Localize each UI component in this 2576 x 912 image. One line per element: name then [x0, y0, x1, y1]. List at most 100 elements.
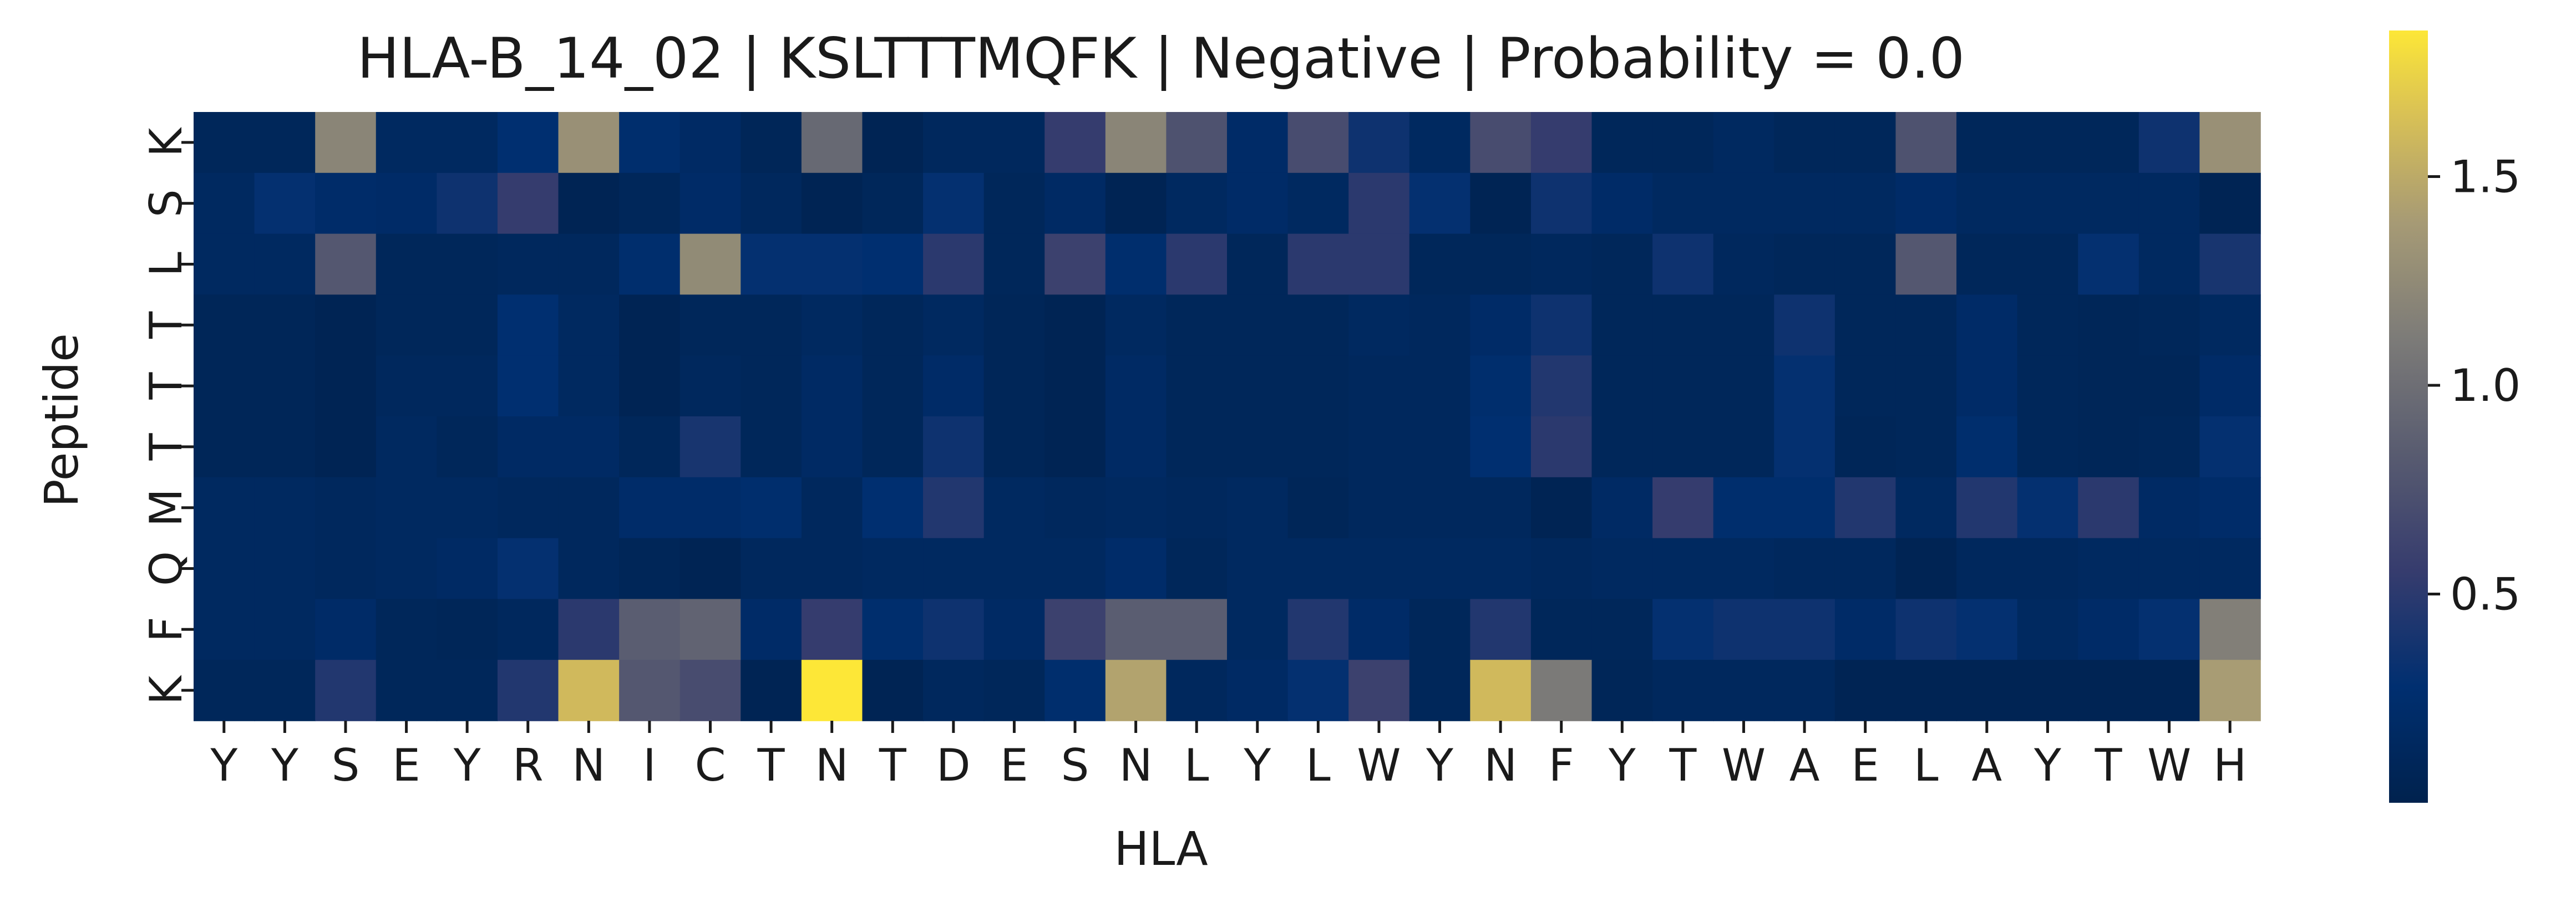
heatmap-cell [741, 294, 802, 356]
y-axis: KSLTTTMQFK [140, 126, 194, 705]
heatmap-cell [923, 173, 984, 235]
x-tick-label: R [513, 740, 544, 791]
heatmap-cell [437, 477, 498, 539]
heatmap-cells [194, 112, 2261, 721]
heatmap-cell [315, 538, 376, 600]
heatmap-cell [559, 112, 620, 174]
heatmap-cell [1106, 477, 1167, 539]
heatmap-cell [315, 416, 376, 478]
heatmap-cell [1895, 477, 1956, 539]
x-tick-label: A [1971, 740, 2002, 791]
heatmap-cell [194, 538, 255, 600]
heatmap-cell [2017, 538, 2078, 600]
colorbar: 0.5 1.0 1.5 [2389, 30, 2521, 803]
heatmap-cell [1713, 416, 1774, 478]
heatmap-cell [194, 173, 255, 235]
x-tick-label: E [392, 740, 420, 791]
heatmap-cell [1895, 416, 1956, 478]
heatmap-cell [255, 173, 316, 235]
heatmap-cell [1348, 234, 1409, 295]
heatmap-cell [1288, 477, 1349, 539]
x-tick-label: T [879, 740, 907, 791]
heatmap-cell [1835, 234, 1896, 295]
x-tick-label: H [2213, 740, 2247, 791]
heatmap-cell [1288, 355, 1349, 417]
heatmap-cell [680, 416, 741, 478]
colorbar-tick-label: 0.5 [2450, 569, 2521, 620]
y-tick-label: Q [140, 551, 192, 586]
heatmap-cell [2199, 173, 2260, 235]
heatmap-cell [498, 660, 559, 721]
heatmap-cell [1409, 599, 1470, 660]
heatmap-cell [680, 538, 741, 600]
heatmap-cell [1227, 234, 1288, 295]
heatmap-cell [315, 599, 376, 660]
heatmap-cell [1470, 294, 1531, 356]
heatmap-cell [680, 112, 741, 174]
heatmap-cell [315, 112, 376, 174]
heatmap-cell [1895, 234, 1956, 295]
heatmap-cell [1531, 173, 1592, 235]
heatmap-cell [1106, 416, 1167, 478]
heatmap-cell [1227, 599, 1288, 660]
heatmap-cell [1044, 477, 1106, 539]
x-tick-label: L [1184, 740, 1209, 791]
y-tick-label: T [140, 311, 192, 339]
heatmap-cell [255, 416, 316, 478]
heatmap-cell [1592, 477, 1653, 539]
y-tick-label: T [140, 372, 192, 400]
heatmap-cell [1652, 599, 1713, 660]
heatmap-cell [1592, 234, 1653, 295]
heatmap-cell [1774, 173, 1835, 235]
heatmap-cell [1166, 173, 1227, 235]
heatmap-cell [2078, 416, 2139, 478]
heatmap-cell [1713, 599, 1774, 660]
heatmap-cell [559, 416, 620, 478]
x-tick-label: E [1851, 740, 1879, 791]
heatmap-cell [1956, 234, 2017, 295]
heatmap-cell [1592, 112, 1653, 174]
heatmap-cell [1835, 660, 1896, 721]
heatmap-cell [1470, 416, 1531, 478]
heatmap-cell [376, 234, 437, 295]
heatmap-cell [741, 355, 802, 417]
heatmap-cell [437, 173, 498, 235]
heatmap-cell [1166, 660, 1227, 721]
x-tick-label: T [1669, 740, 1697, 791]
heatmap-cell [619, 355, 680, 417]
heatmap-cell [1592, 599, 1653, 660]
heatmap-cell [1348, 538, 1409, 600]
heatmap-cell [680, 355, 741, 417]
heatmap-cell [498, 599, 559, 660]
heatmap-cell [2139, 477, 2200, 539]
x-tick-label: Y [1243, 740, 1271, 791]
heatmap-cell [1409, 112, 1470, 174]
heatmap-cell [1106, 173, 1167, 235]
heatmap-cell [1166, 416, 1227, 478]
heatmap-cell [1652, 416, 1713, 478]
heatmap-cell [1895, 355, 1956, 417]
heatmap-cell [559, 599, 620, 660]
x-tick-label: Y [271, 740, 299, 791]
heatmap-cell [315, 355, 376, 417]
heatmap-cell [741, 477, 802, 539]
heatmap-cell [1409, 234, 1470, 295]
heatmap-cell [741, 173, 802, 235]
y-tick-label: S [140, 189, 192, 217]
heatmap-cell [1652, 173, 1713, 235]
heatmap-cell [1166, 112, 1227, 174]
heatmap-cell [1652, 294, 1713, 356]
heatmap-cell [862, 599, 923, 660]
heatmap-cell [1713, 294, 1774, 356]
heatmap-cell [1895, 173, 1956, 235]
heatmap-cell [376, 538, 437, 600]
heatmap-cell [802, 538, 863, 600]
colorbar-tick-label: 1.0 [2450, 360, 2521, 411]
heatmap-cell [862, 294, 923, 356]
heatmap-cell [680, 234, 741, 295]
heatmap-cell [802, 477, 863, 539]
heatmap-cell [2078, 173, 2139, 235]
heatmap-cell [741, 112, 802, 174]
heatmap-cell [255, 538, 316, 600]
heatmap-cell [741, 660, 802, 721]
